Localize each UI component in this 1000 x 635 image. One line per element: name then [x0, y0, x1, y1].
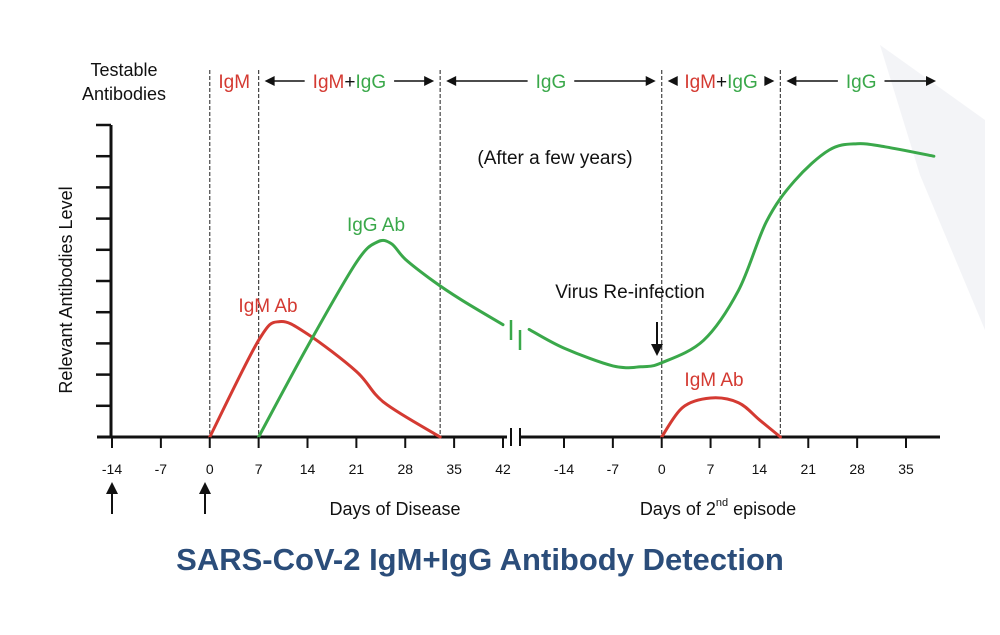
series-line-igg-ab-first [257, 238, 505, 439]
after-years-note: (After a few years) [477, 148, 632, 169]
x-tick-label: -7 [155, 461, 168, 477]
phase-arrowhead-right [764, 76, 775, 86]
phase-arrowhead-right [645, 76, 656, 86]
x-tick-label: 7 [707, 461, 715, 477]
phase-label: IgM+IgG [313, 72, 386, 93]
x-tick-label: 14 [752, 461, 768, 477]
chart-title: SARS-CoV-2 IgM+IgG Antibody Detection [176, 542, 784, 577]
x-tick-label: 0 [658, 461, 666, 477]
series-layer [208, 142, 936, 439]
axes-layer [97, 125, 940, 446]
phase-boundaries [209, 70, 781, 437]
series-line-igm-ab-second [660, 396, 782, 439]
igm-ab-label-second: IgM Ab [684, 370, 743, 391]
x-tick-label: 21 [800, 461, 816, 477]
x-tick-label: 28 [849, 461, 865, 477]
reinfection-arrow [651, 322, 663, 356]
phase-label-segment: IgG [536, 72, 567, 93]
phase-label-segment: IgG [727, 72, 758, 93]
up-arrow-day-minus14 [106, 482, 118, 514]
x-tick-label: 28 [397, 461, 413, 477]
phase-arrowhead-left [786, 76, 797, 86]
phase-label-segment: IgG [846, 72, 877, 93]
x-axis-label-second-suffix: episode [728, 499, 796, 519]
x-axis-label-second-prefix: Days of 2 [640, 499, 716, 519]
x-tick-label: 42 [495, 461, 511, 477]
x-tick-label: -14 [554, 461, 574, 477]
tick-layer: -14 -7 0 7 14 21 28 35 42 -14 -7 0 7 14 21 28 35 [96, 123, 914, 477]
phase-arrowhead-left [264, 76, 275, 86]
x-axis-label-second: Days of 2nd episode [640, 497, 796, 519]
x-tick-label: -7 [607, 461, 620, 477]
phase-arrowhead-left [667, 76, 678, 86]
phase-arrowhead-right [926, 76, 936, 86]
x-tick-label: 7 [255, 461, 263, 477]
x-axis-label-second-sup: nd [716, 497, 728, 509]
y-axis-label: Relevant Antibodies Level [56, 186, 76, 393]
phase-label-segment: IgG [355, 72, 386, 93]
phase-header-layer: IgM IgM+IgG IgG IgM+IgG IgG [218, 72, 936, 93]
phase-label-segment: + [344, 72, 355, 93]
phase-arrowhead-left [446, 76, 457, 86]
phase-label: IgM [218, 72, 250, 93]
x-tick-label: -14 [102, 461, 122, 477]
x-tick-label: 35 [446, 461, 462, 477]
phase-label: IgG [536, 72, 567, 93]
igm-ab-label-first: IgM Ab [238, 296, 297, 317]
phase-arrowhead-right [424, 76, 435, 86]
phase-label-segment: IgM [684, 72, 716, 93]
y-heading-line1: Testable [90, 60, 157, 80]
y-heading-line2: Antibodies [82, 84, 166, 104]
series-line-igg-ab-second [527, 142, 936, 370]
igg-ab-label: IgG Ab [347, 215, 405, 236]
phase-label: IgM+IgG [684, 72, 757, 93]
series-line-igm-ab-first [208, 319, 442, 439]
x-tick-label: 0 [206, 461, 214, 477]
x-tick-label: 35 [898, 461, 914, 477]
x-axis-label-first: Days of Disease [329, 499, 460, 519]
phase-label: IgG [846, 72, 877, 93]
background-watermark [880, 45, 985, 330]
reinfection-note: Virus Re-infection [555, 282, 705, 303]
up-arrow-day-0 [199, 482, 211, 514]
phase-label-segment: IgM [218, 72, 250, 93]
x-tick-label: 14 [300, 461, 316, 477]
x-tick-label: 21 [349, 461, 365, 477]
phase-label-segment: + [716, 72, 727, 93]
phase-label-segment: IgM [313, 72, 345, 93]
